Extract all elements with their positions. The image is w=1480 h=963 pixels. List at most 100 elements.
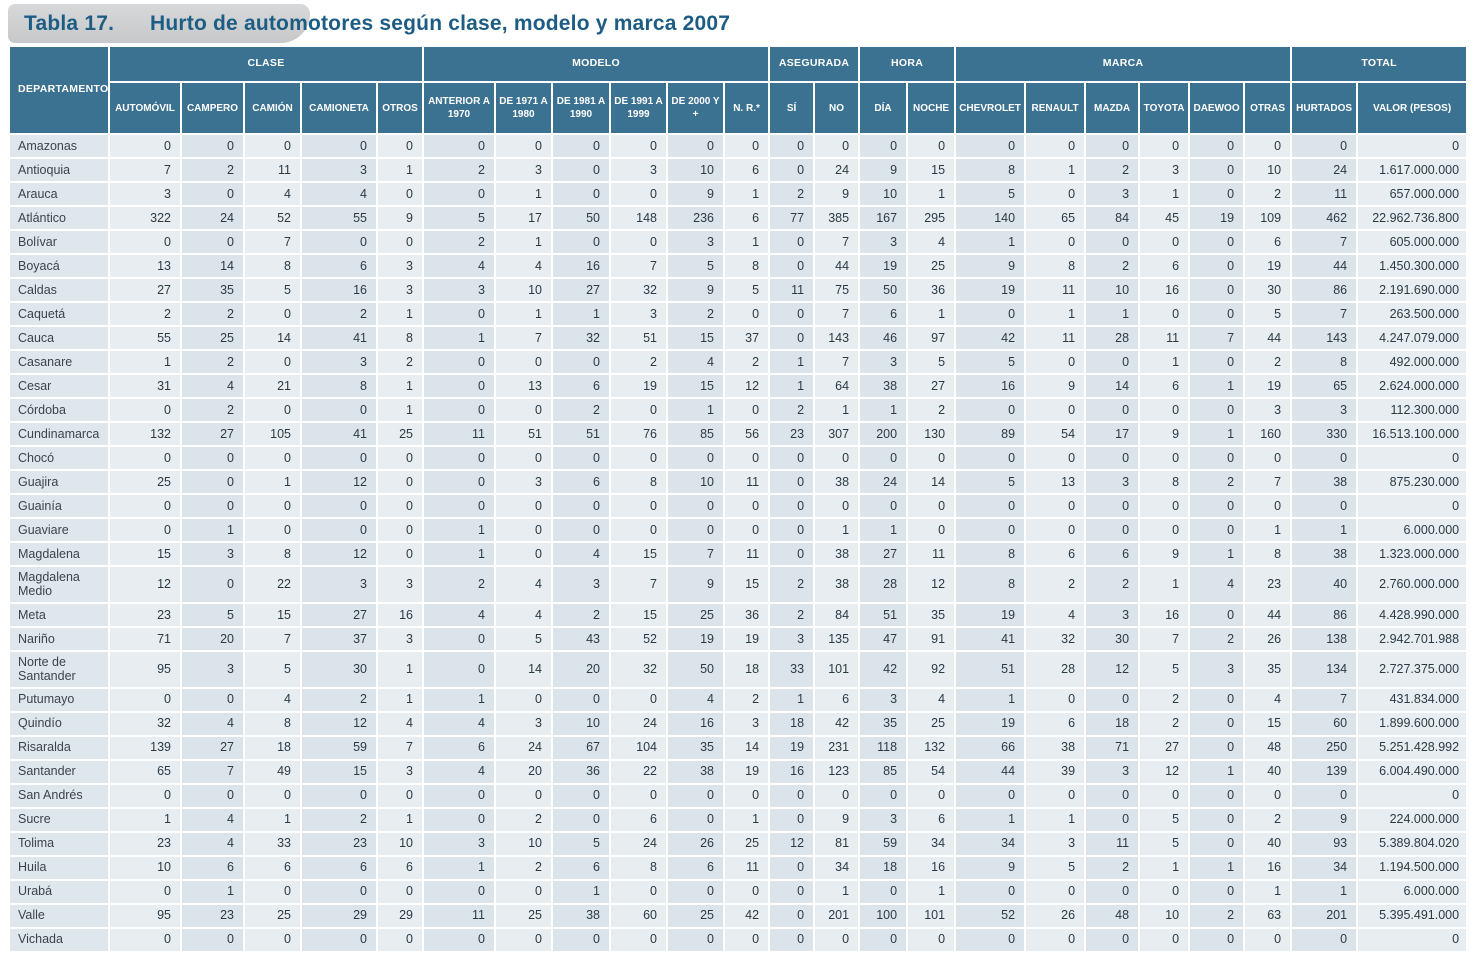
value-cell: 1 (378, 159, 424, 183)
value-cell: 52 (245, 207, 302, 231)
hurtados-cell: 11 (1292, 183, 1359, 207)
value-cell: 3 (378, 255, 424, 279)
value-cell: 7 (496, 327, 553, 351)
value-cell: 38 (815, 567, 861, 604)
value-cell: 54 (1026, 423, 1087, 447)
value-cell: 0 (378, 880, 424, 905)
value-cell: 4 (496, 255, 553, 279)
column-header: MAZDA (1086, 83, 1141, 135)
value-cell: 4 (182, 375, 245, 399)
value-cell: 24 (182, 207, 245, 231)
value-cell: 0 (611, 399, 668, 423)
hurtados-cell: 0 (1292, 784, 1359, 809)
value-cell: 109 (1245, 207, 1293, 231)
value-cell: 7 (815, 231, 861, 255)
value-cell: 0 (1086, 928, 1141, 953)
table-row: Risaralda 139 27 18 59 7 6 24 67 104 35 14 19 231 118 1… (10, 736, 1469, 761)
value-cell: 2 (611, 351, 668, 375)
value-cell: 25 (378, 423, 424, 447)
value-cell: 0 (611, 135, 668, 159)
value-cell: 6 (302, 255, 378, 279)
group-header: CLASE (110, 47, 424, 83)
department-cell: Arauca (10, 183, 110, 207)
valor-cell: 875.230.000 (1358, 471, 1469, 495)
column-header: VALOR (PESOS) (1358, 83, 1469, 135)
value-cell: 0 (770, 231, 816, 255)
value-cell: 33 (770, 651, 816, 689)
value-cell: 20 (182, 627, 245, 652)
value-cell: 65 (1026, 207, 1087, 231)
value-cell: 0 (553, 351, 611, 375)
table-row: Magdalena Medio 12 0 22 3 3 2 4 3 7 9 15 2 38 28 12 8 2 2 1… (10, 567, 1469, 604)
value-cell: 5 (553, 832, 611, 857)
value-cell: 3 (1245, 399, 1293, 423)
value-cell: 143 (815, 327, 861, 351)
value-cell: 2 (1245, 351, 1293, 375)
value-cell: 0 (725, 880, 771, 905)
hurtados-cell: 0 (1292, 135, 1359, 159)
value-cell: 18 (245, 736, 302, 761)
hurtados-cell: 143 (1292, 327, 1359, 351)
value-cell: 5 (956, 351, 1027, 375)
valor-cell: 2.191.690.000 (1358, 279, 1469, 303)
value-cell: 0 (956, 519, 1027, 543)
table-row: Cauca 55 25 14 41 8 1 7 32 51 15 37 0 143 46 97 42 11 28 11… (10, 327, 1469, 351)
value-cell: 16 (1140, 603, 1191, 628)
value-cell: 0 (245, 519, 302, 543)
department-cell: Boyacá (10, 255, 110, 279)
value-cell: 9 (815, 808, 861, 833)
value-cell: 8 (378, 327, 424, 351)
value-cell: 59 (860, 832, 909, 857)
value-cell: 0 (1190, 183, 1246, 207)
value-cell: 0 (378, 543, 424, 567)
value-cell: 0 (424, 808, 496, 833)
value-cell: 0 (378, 471, 424, 495)
value-cell: 0 (1026, 495, 1087, 519)
value-cell: 8 (245, 543, 302, 567)
value-cell: 2 (182, 159, 245, 183)
value-cell: 51 (553, 423, 611, 447)
value-cell: 1 (815, 519, 861, 543)
table-body: Amazonas 0 0 0 0 0 0 0 0 0 0 0 0 0 0 0 0 0 0 0 0 0 0 0 Antioquia… (10, 135, 1469, 953)
value-cell: 0 (182, 471, 245, 495)
value-cell: 37 (725, 327, 771, 351)
value-cell: 5 (1245, 303, 1293, 327)
title-bar: Tabla 17. Hurto de automotores según cla… (0, 0, 1480, 47)
hurtados-cell: 86 (1292, 279, 1359, 303)
value-cell: 0 (553, 231, 611, 255)
department-cell: Cauca (10, 327, 110, 351)
value-cell: 3 (424, 832, 496, 857)
value-cell: 16 (770, 760, 816, 785)
value-cell: 0 (245, 880, 302, 905)
value-cell: 18 (770, 712, 816, 737)
value-cell: 13 (1026, 471, 1087, 495)
value-cell: 50 (668, 651, 725, 689)
value-cell: 0 (956, 135, 1027, 159)
value-cell: 0 (668, 135, 725, 159)
value-cell: 4 (378, 712, 424, 737)
value-cell: 201 (815, 904, 861, 929)
column-header: DÍA (860, 83, 909, 135)
value-cell: 0 (725, 303, 771, 327)
value-cell: 105 (245, 423, 302, 447)
value-cell: 11 (908, 543, 957, 567)
department-cell: Guaviare (10, 519, 110, 543)
value-cell: 84 (1086, 207, 1141, 231)
value-cell: 36 (725, 603, 771, 628)
value-cell: 11 (1026, 327, 1087, 351)
value-cell: 0 (1140, 880, 1191, 905)
value-cell: 0 (245, 447, 302, 471)
value-cell: 27 (110, 279, 182, 303)
value-cell: 25 (668, 904, 725, 929)
value-cell: 38 (815, 471, 861, 495)
value-cell: 3 (496, 712, 553, 737)
value-cell: 2 (770, 399, 816, 423)
department-cell: Valle (10, 904, 110, 929)
value-cell: 39 (1026, 760, 1087, 785)
value-cell: 10 (1245, 159, 1293, 183)
value-cell: 1 (725, 231, 771, 255)
value-cell: 231 (815, 736, 861, 761)
value-cell: 3 (182, 651, 245, 689)
value-cell: 10 (496, 832, 553, 857)
value-cell: 0 (908, 447, 957, 471)
